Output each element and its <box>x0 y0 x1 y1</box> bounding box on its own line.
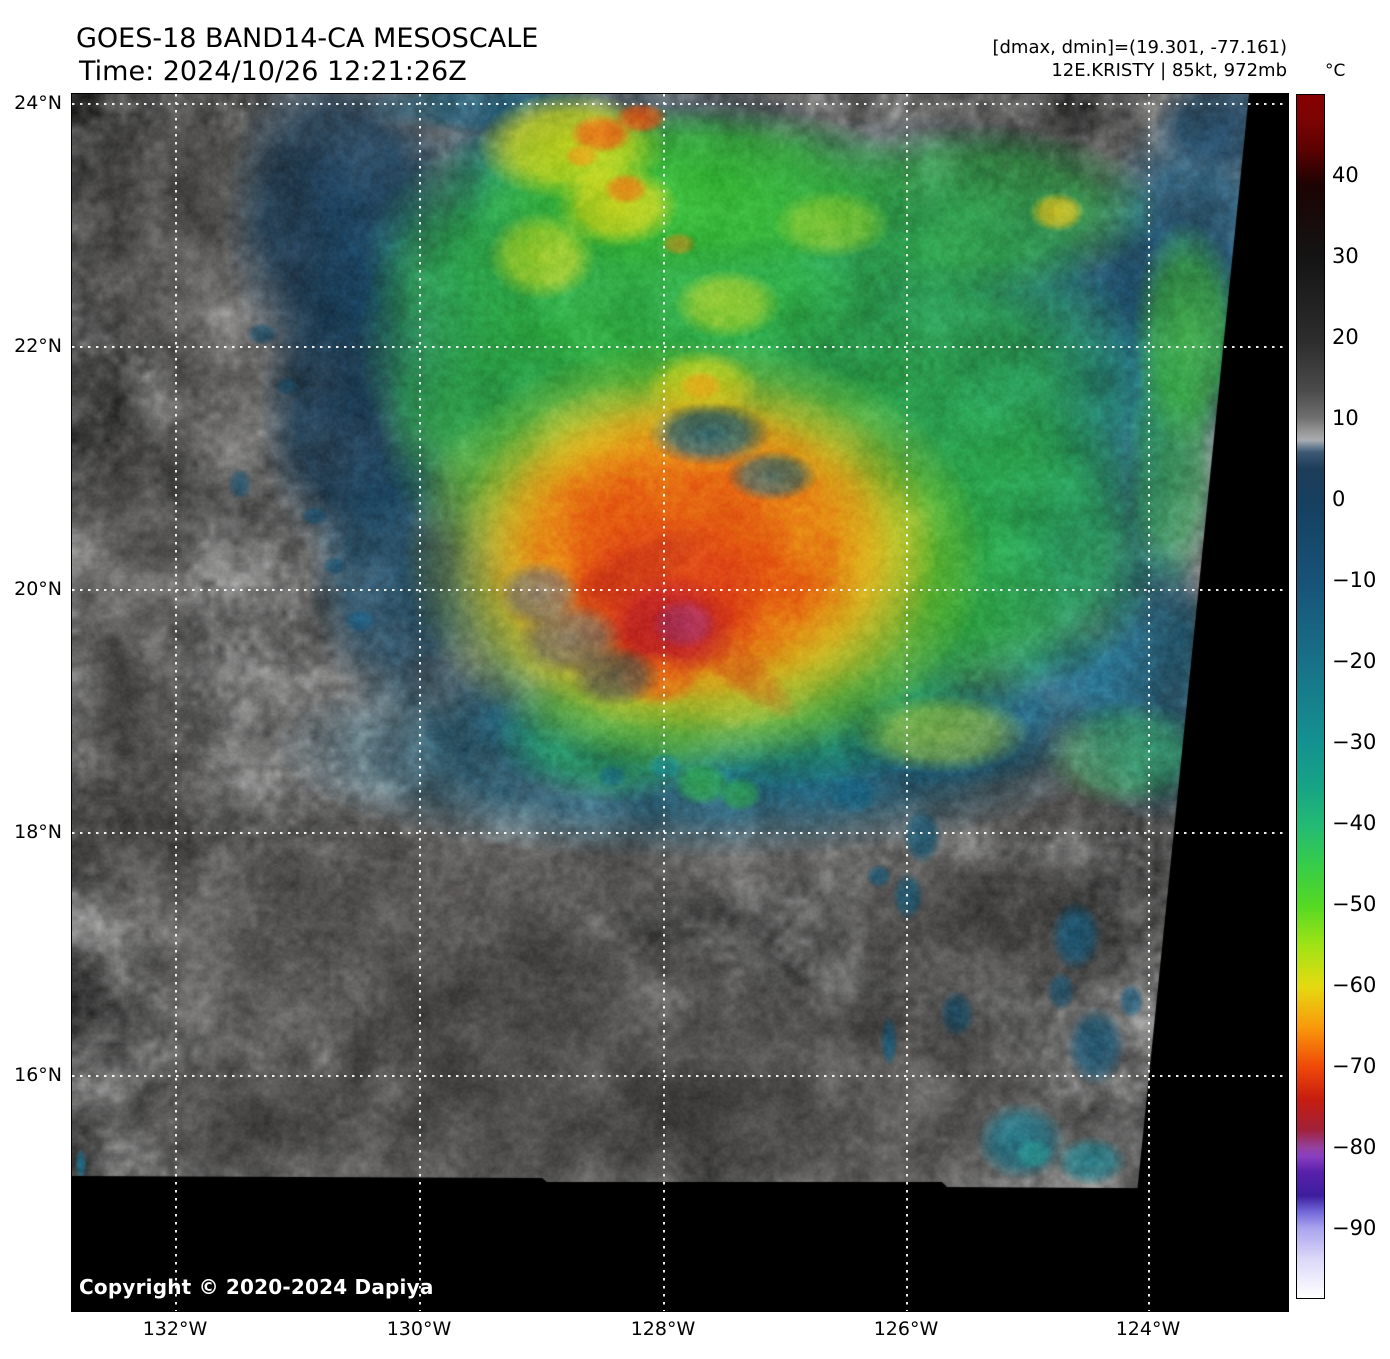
lat-gridline <box>72 832 1288 834</box>
colorbar <box>1296 94 1325 1299</box>
colorbar-tick-label: −60 <box>1332 973 1377 998</box>
lat-tick-label: 18°N <box>14 821 62 843</box>
colorbar-tick-label: 40 <box>1332 163 1359 187</box>
colorbar-tick-label: −90 <box>1332 1216 1377 1241</box>
storm-info: 12E.KRISTY | 85kt, 972mb <box>1051 60 1287 81</box>
satellite-image-canvas <box>72 94 1288 1311</box>
colorbar-tick-label: −20 <box>1332 649 1377 674</box>
lon-tick-label: 132°W <box>142 1318 208 1340</box>
colorbar-tick-label: 0 <box>1332 487 1346 512</box>
lon-tick-label: 124°W <box>1115 1318 1181 1340</box>
lon-tick-label: 128°W <box>630 1318 696 1340</box>
lon-tick-label: 126°W <box>873 1318 939 1340</box>
lat-gridline <box>72 346 1288 348</box>
lon-gridline <box>663 94 665 1311</box>
lon-gridline <box>419 94 421 1311</box>
lat-tick-label: 22°N <box>14 335 62 357</box>
colorbar-tick-label: 30 <box>1332 244 1359 269</box>
lat-gridline <box>72 103 1288 105</box>
lat-tick-label: 16°N <box>14 1064 62 1086</box>
plot-time: Time: 2024/10/26 12:21:26Z <box>79 56 467 87</box>
lon-gridline <box>1148 94 1150 1311</box>
lat-gridline <box>72 589 1288 591</box>
lon-gridline <box>906 94 908 1311</box>
colorbar-tick-label: −30 <box>1332 730 1377 755</box>
dmax-dmin-readout: [dmax, dmin]=(19.301, -77.161) <box>992 37 1287 58</box>
colorbar-tick-label: −50 <box>1332 892 1377 917</box>
lat-gridline <box>72 1075 1288 1077</box>
colorbar-tick-label: 20 <box>1332 325 1359 350</box>
colorbar-tick-label: 10 <box>1332 406 1359 431</box>
map-panel: Copyright © 2020-2024 Dapiya <box>71 93 1289 1312</box>
lon-tick-label: 130°W <box>386 1318 452 1340</box>
header-right: [dmax, dmin]=(19.301, -77.161) 12E.KRIST… <box>992 36 1287 82</box>
colorbar-tick-label: −70 <box>1332 1054 1377 1079</box>
lat-tick-label: 24°N <box>14 92 62 114</box>
colorbar-unit-label: °C <box>1325 61 1346 81</box>
colorbar-tick-label: −40 <box>1332 811 1377 836</box>
colorbar-tick-label: −10 <box>1332 568 1377 593</box>
plot-title: GOES-18 BAND14-CA MESOSCALE <box>76 23 539 54</box>
lon-gridline <box>175 94 177 1311</box>
copyright-watermark: Copyright © 2020-2024 Dapiya <box>79 1275 434 1299</box>
colorbar-tick-label: −80 <box>1332 1135 1377 1160</box>
lat-tick-label: 20°N <box>14 578 62 600</box>
